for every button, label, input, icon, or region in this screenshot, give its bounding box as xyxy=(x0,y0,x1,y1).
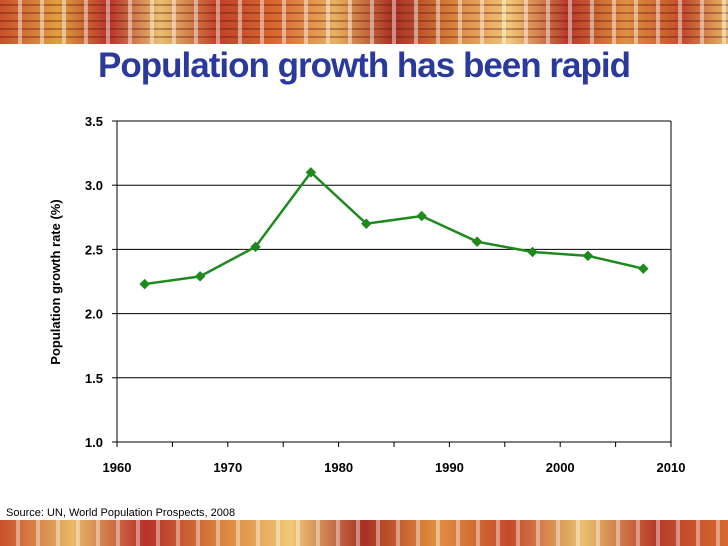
y-tick-label-4: 3.0 xyxy=(85,178,103,193)
data-point-1 xyxy=(194,271,206,282)
x-tick-label-2: 1980 xyxy=(324,460,353,475)
axes xyxy=(112,120,672,447)
y-tick-labels: 1.0 1.5 2.0 2.5 3.0 3.5 xyxy=(85,114,103,450)
data-point-9 xyxy=(637,263,649,275)
x-tick-label-0: 1960 xyxy=(103,460,132,475)
data-point-4 xyxy=(360,218,372,230)
gridlines xyxy=(117,120,671,379)
source-note: Source: UN, World Population Prospects, … xyxy=(6,507,236,519)
data-point-2 xyxy=(250,241,261,253)
x-tick-labels: 1960 1970 1980 1990 2000 2010 xyxy=(103,460,686,475)
y-tick-label-3: 2.5 xyxy=(85,242,103,257)
decorative-kente-band-bottom xyxy=(0,520,728,546)
x-tick-label-4: 2000 xyxy=(546,460,575,475)
data-point-0 xyxy=(139,278,151,290)
series-line-0 xyxy=(144,170,644,286)
data-point-5 xyxy=(416,210,428,222)
series-line xyxy=(139,167,649,290)
slide-title: Population growth has been rapid xyxy=(98,46,631,85)
data-point-7 xyxy=(527,246,538,258)
data-point-3 xyxy=(305,167,317,178)
y-axis-label: Population growth rate (%) xyxy=(48,199,63,364)
decorative-kente-band-top xyxy=(0,0,728,44)
y-tick-label-2: 2.0 xyxy=(85,307,103,322)
y-tick-label-0: 1.0 xyxy=(85,435,103,450)
x-tick-label-5: 2010 xyxy=(657,460,686,475)
x-tick-label-1: 1970 xyxy=(213,460,242,475)
y-tick-label-1: 1.5 xyxy=(85,371,103,386)
data-point-8 xyxy=(582,250,594,262)
x-tick-label-3: 1990 xyxy=(435,460,464,475)
data-point-6 xyxy=(471,236,483,248)
y-tick-label-5: 3.5 xyxy=(85,114,103,129)
